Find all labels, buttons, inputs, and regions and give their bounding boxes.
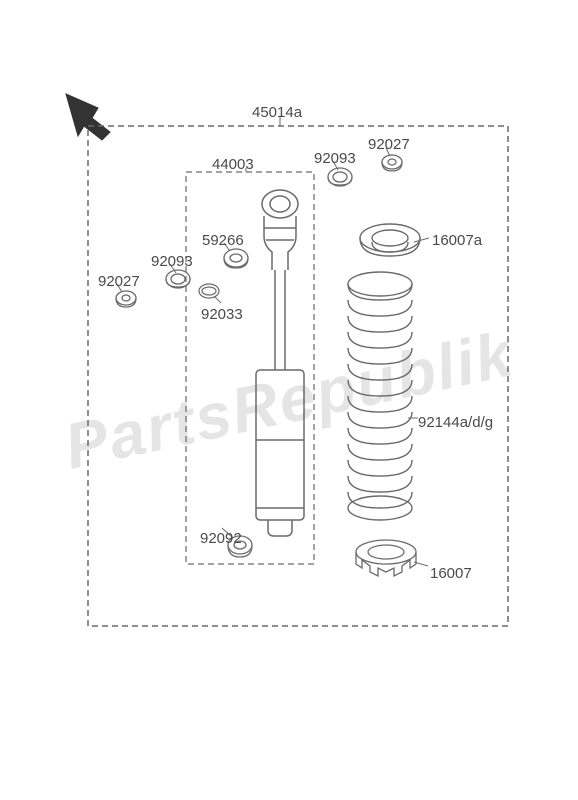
diagram-canvas: PartsRepublik — [0, 0, 578, 800]
nut-16007 — [356, 540, 416, 576]
seal-92093-right — [328, 168, 352, 186]
label-92144: 92144a/d/g — [418, 414, 493, 431]
label-59266: 59266 — [202, 232, 244, 249]
label-44003: 44003 — [212, 156, 254, 173]
label-16007: 16007 — [430, 565, 472, 582]
bushing-59266 — [224, 249, 248, 268]
label-92033: 92033 — [201, 306, 243, 323]
label-92027r: 92027 — [368, 136, 410, 153]
label-92093l: 92093 — [151, 253, 193, 270]
spring-92144 — [348, 272, 412, 520]
collar-92027-left — [116, 291, 136, 307]
inner-box — [186, 172, 314, 564]
collar-92027-right — [382, 155, 402, 171]
label-92093r: 92093 — [314, 150, 356, 167]
shock-absorber — [256, 190, 304, 536]
label-92092: 92092 — [200, 530, 242, 547]
label-92027l: 92027 — [98, 273, 140, 290]
leader-lines — [117, 116, 429, 566]
label-16007a: 16007a — [432, 232, 482, 249]
seat-16007a — [360, 224, 420, 256]
ring-92033 — [199, 284, 219, 298]
label-45014a: 45014a — [252, 104, 302, 121]
